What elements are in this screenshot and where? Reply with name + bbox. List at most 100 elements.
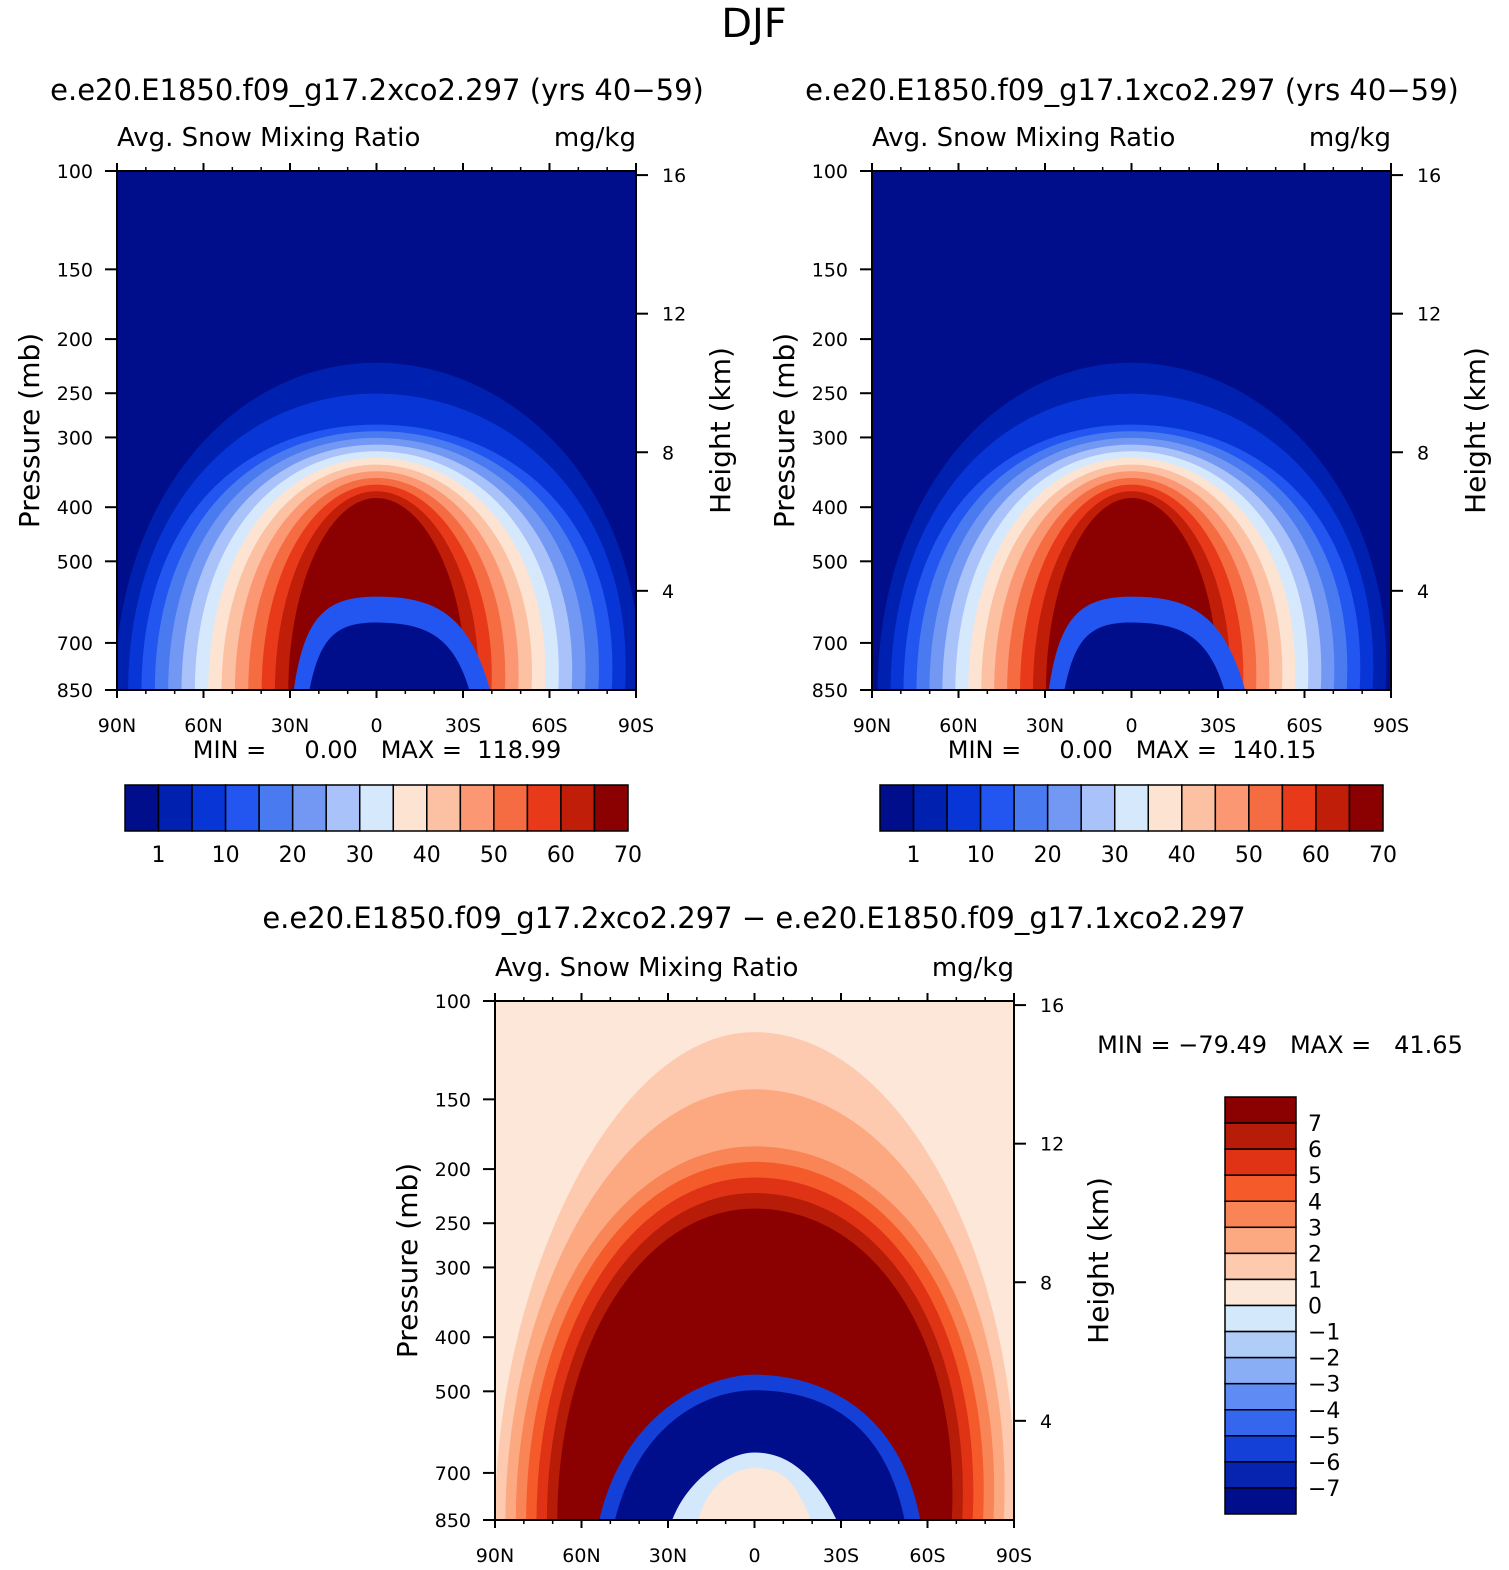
x-tick-label: 30S (1200, 715, 1236, 737)
colorbar-swatch (1315, 784, 1351, 832)
colorbar-swatch (1080, 784, 1116, 832)
colorbar-swatch (1181, 784, 1217, 832)
y2-axis-label: Height (km) (704, 347, 737, 514)
colorbar-swatch (1248, 784, 1284, 832)
y-tick-label: 850 (812, 680, 848, 702)
y-tick-label: 150 (57, 259, 93, 281)
y-tick-label: 400 (812, 497, 848, 519)
x-tick-label: 60N (184, 715, 222, 737)
colorbar-swatch (1224, 1487, 1297, 1515)
colorbar-swatch (1224, 1435, 1297, 1463)
contour-fill (698, 1468, 811, 1520)
colorbar-label: 5 (1308, 1164, 1322, 1189)
y-tick-label: 500 (57, 551, 93, 573)
colorbar-label: −1 (1308, 1321, 1340, 1346)
colorbar-swatch (1113, 784, 1150, 832)
y-axis-label: Pressure (mb) (391, 1163, 424, 1358)
colorbar-swatch (879, 784, 915, 832)
y-tick-label: 500 (812, 551, 848, 573)
colorbar-label: −4 (1308, 1399, 1340, 1424)
y-axis-label: Pressure (mb) (768, 333, 801, 528)
colorbar-label: 1 (907, 843, 921, 868)
subtitle-left: Avg. Snow Mixing Ratio (872, 123, 1175, 153)
subtitle-right: mg/kg (932, 953, 1014, 983)
colorbar-swatch (1224, 1461, 1297, 1489)
colorbar-label: 60 (547, 843, 575, 868)
colorbar-swatch (1046, 784, 1082, 832)
colorbar-swatch (593, 784, 629, 832)
y-tick-label: 400 (57, 497, 93, 519)
colorbar-label: −5 (1308, 1425, 1340, 1450)
colorbar-label: 6 (1308, 1138, 1322, 1163)
plot-area (117, 171, 636, 690)
colorbar-label: 50 (1235, 843, 1263, 868)
colorbar-label: 40 (413, 843, 441, 868)
x-tick-label: 0 (1125, 715, 1137, 737)
colorbar-label: 70 (614, 843, 642, 868)
colorbar-swatch (459, 784, 495, 832)
colorbar-label: −2 (1308, 1347, 1340, 1372)
colorbar-label: 10 (212, 843, 240, 868)
colorbar-swatch (358, 784, 395, 832)
colorbar-label: 4 (1308, 1190, 1322, 1215)
colorbar-swatch (1224, 1304, 1297, 1333)
min-max-stats: MIN = 0.00 MAX = 140.15 (948, 736, 1316, 764)
colorbar-swatch (1013, 784, 1049, 832)
colorbar-swatch (1224, 1226, 1297, 1255)
x-tick-label: 60S (1286, 715, 1322, 737)
y-tick-label: 200 (812, 329, 848, 351)
colorbar-swatch (124, 784, 160, 832)
colorbar-swatch (1147, 784, 1183, 832)
colorbar-swatch (946, 784, 982, 832)
colorbar-swatch (191, 784, 227, 832)
colorbar-swatch (560, 784, 596, 832)
colorbar-swatch (1224, 1382, 1297, 1411)
plot-area (495, 1001, 1014, 1520)
colorbar: 1 10 20 30 40 50 60 70 (879, 784, 1397, 868)
y-tick-label: 700 (57, 633, 93, 655)
colorbar-label: 60 (1302, 843, 1330, 868)
y2-tick-label: 12 (1417, 304, 1441, 326)
y2-tick-label: 16 (662, 165, 686, 187)
y-tick-label: 100 (57, 161, 93, 183)
colorbar-swatch (392, 784, 428, 832)
colorbar-label: 20 (279, 843, 307, 868)
colorbar-label: 30 (346, 843, 374, 868)
colorbar-swatch (1224, 1148, 1297, 1176)
x-tick-label: 60S (531, 715, 567, 737)
colorbar-swatch (1224, 1278, 1297, 1307)
colorbar-swatch (291, 784, 327, 832)
colorbar-swatch (1348, 784, 1384, 832)
y-tick-label: 150 (812, 259, 848, 281)
colorbar-label: 1 (152, 843, 166, 868)
y-tick-label: 250 (812, 383, 848, 405)
colorbar-swatch (979, 784, 1015, 832)
y-tick-label: 400 (435, 1327, 471, 1349)
x-tick-label: 60S (909, 1545, 945, 1567)
colorbar-swatch (1224, 1252, 1297, 1281)
y-axis-label: Pressure (mb) (13, 333, 46, 528)
subtitle-left: Avg. Snow Mixing Ratio (117, 123, 420, 153)
x-tick-label: 30N (1026, 715, 1064, 737)
contour-fill (309, 622, 470, 690)
x-tick-label: 30N (649, 1545, 687, 1567)
y-tick-label: 150 (435, 1089, 471, 1111)
colorbar-swatch (912, 784, 948, 832)
colorbar-label: 3 (1308, 1216, 1322, 1241)
colorbar-label: 1 (1308, 1268, 1322, 1293)
colorbar-label: 0 (1308, 1295, 1322, 1320)
x-tick-label: 30S (823, 1545, 859, 1567)
y2-axis-label: Height (km) (1082, 1177, 1115, 1344)
colorbar-label: 7 (1308, 1112, 1322, 1137)
x-tick-label: 90S (618, 715, 654, 737)
y2-tick-label: 12 (1040, 1134, 1064, 1156)
y2-tick-label: 4 (1040, 1411, 1052, 1433)
x-tick-label: 0 (748, 1545, 760, 1567)
y2-tick-label: 12 (662, 304, 686, 326)
panel-title: e.e20.E1850.f09_g17.1xco2.297 (yrs 40−59… (805, 73, 1459, 107)
colorbar-swatch (1224, 1200, 1297, 1229)
y-tick-label: 700 (435, 1463, 471, 1485)
colorbar-swatch (426, 784, 462, 832)
